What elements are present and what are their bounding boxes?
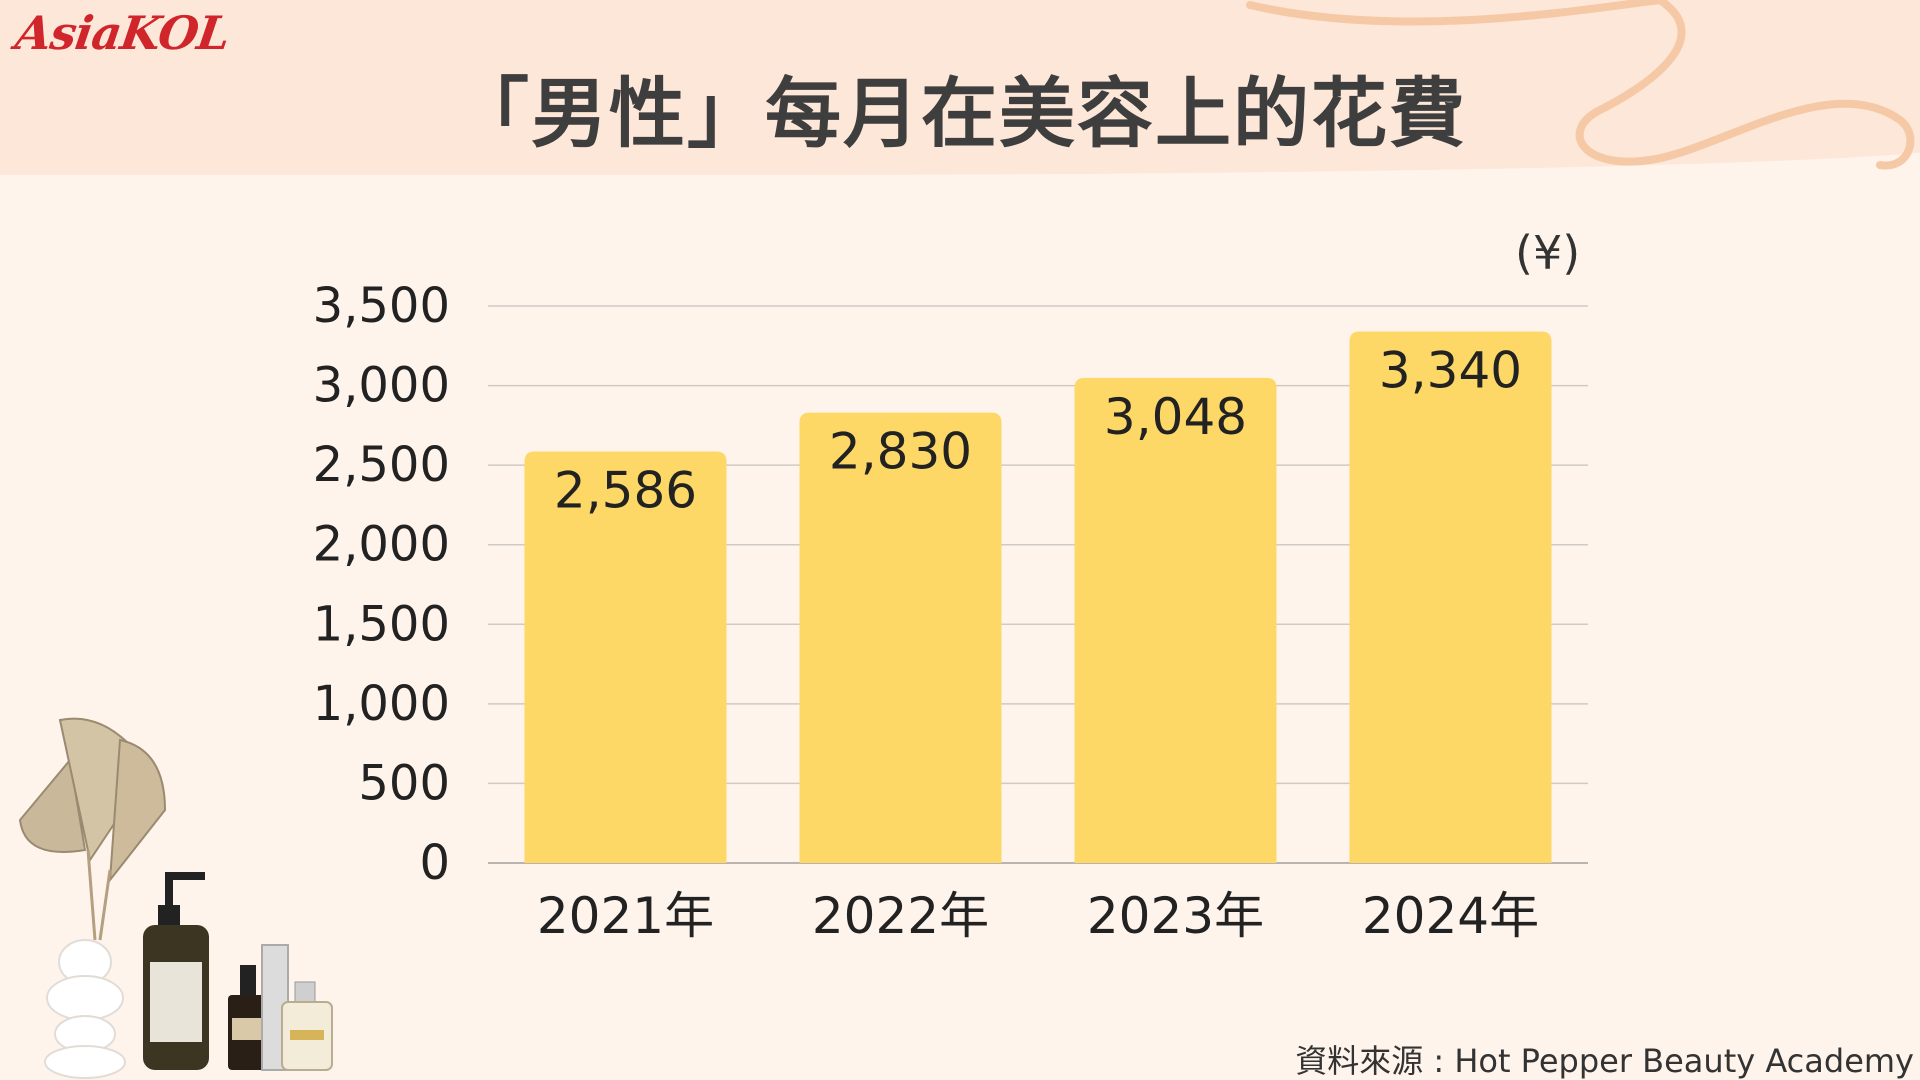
y-tick-label: 3,000 (313, 358, 450, 414)
y-tick-label: 3,500 (313, 278, 450, 334)
bar (799, 412, 1002, 863)
bar (1349, 331, 1552, 863)
bar-value-label: 2,830 (829, 423, 972, 481)
bar (1074, 377, 1277, 863)
vase-icon (44, 939, 126, 1079)
page-title: 「男性」每月在美容上的花費 (453, 69, 1467, 158)
unit-label: (¥) (1515, 226, 1581, 280)
bar (524, 451, 727, 863)
pump-bottle-icon (143, 872, 209, 1070)
bar-value-label: 2,586 (554, 461, 697, 519)
y-tick-label: 0 (419, 835, 450, 891)
x-tick-label: 2021年 (537, 887, 714, 945)
y-tick-label: 2,000 (313, 517, 450, 573)
x-tick-label: 2024年 (1362, 887, 1539, 945)
cosmetics-illustration (18, 717, 333, 1079)
y-tick-label: 1,500 (313, 596, 450, 652)
perfume-bottle-icon (281, 981, 333, 1071)
y-tick-label: 1,000 (313, 676, 450, 732)
palm-leaf-icon (18, 717, 167, 941)
decorative-swirl (1246, 0, 1915, 170)
dropper-bottle-icon (228, 965, 268, 1070)
header-band (0, 0, 1920, 175)
source-caption: 資料來源 : Hot Pepper Beauty Academy (1295, 1042, 1914, 1080)
x-tick-label: 2023年 (1087, 887, 1264, 945)
bar-value-label: 3,048 (1104, 388, 1247, 446)
y-tick-label: 2,500 (313, 437, 450, 493)
bar-value-label: 3,340 (1379, 341, 1522, 399)
x-tick-label: 2022年 (812, 887, 989, 945)
y-tick-label: 500 (358, 755, 450, 811)
